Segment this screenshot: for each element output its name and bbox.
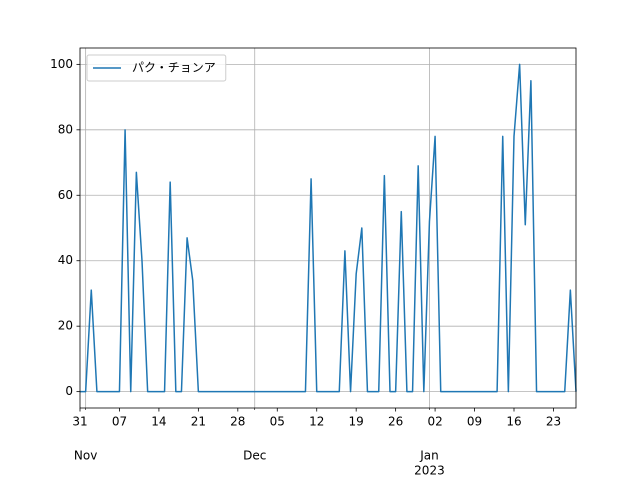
x-tick-label: 16 bbox=[506, 415, 521, 429]
x-tick-label: 31 bbox=[72, 415, 87, 429]
x-tick-label: 21 bbox=[191, 415, 206, 429]
y-tick-label: 80 bbox=[58, 122, 73, 136]
x-month-label: Jan bbox=[419, 449, 439, 463]
x-tick-label: 23 bbox=[546, 415, 561, 429]
x-tick-label: 07 bbox=[112, 415, 127, 429]
x-tick-label: 19 bbox=[349, 415, 364, 429]
x-tick-label: 14 bbox=[151, 415, 166, 429]
y-tick-label: 0 bbox=[65, 384, 73, 398]
legend-label: パク・チョンア bbox=[132, 61, 216, 75]
legend: パク・チョンア bbox=[86, 54, 227, 82]
x-month-label: Dec bbox=[243, 449, 266, 463]
legend-box bbox=[86, 54, 227, 82]
x-tick-label: 28 bbox=[230, 415, 245, 429]
axes-frame bbox=[79, 47, 577, 409]
x-month-label: Nov bbox=[74, 449, 97, 463]
y-tick-label: 20 bbox=[58, 319, 73, 333]
x-tick-label: 26 bbox=[388, 415, 403, 429]
grid bbox=[80, 48, 576, 408]
x-year-label: 2023 bbox=[414, 464, 445, 478]
y-tick-label: 100 bbox=[50, 57, 73, 71]
x-tick-label: 12 bbox=[309, 415, 324, 429]
x-tick-label: 02 bbox=[427, 415, 442, 429]
x-tick-label: 09 bbox=[467, 415, 482, 429]
y-tick-label: 40 bbox=[58, 253, 73, 267]
series-line bbox=[80, 63, 577, 393]
ticks: 0 20 40 60 80 100 31 07 14 21 28 05 12 19 26 02 09 16 23 No… bbox=[50, 57, 561, 478]
plot bbox=[80, 63, 577, 393]
y-tick-label: 60 bbox=[58, 188, 73, 202]
x-tick-label: 05 bbox=[270, 415, 285, 429]
